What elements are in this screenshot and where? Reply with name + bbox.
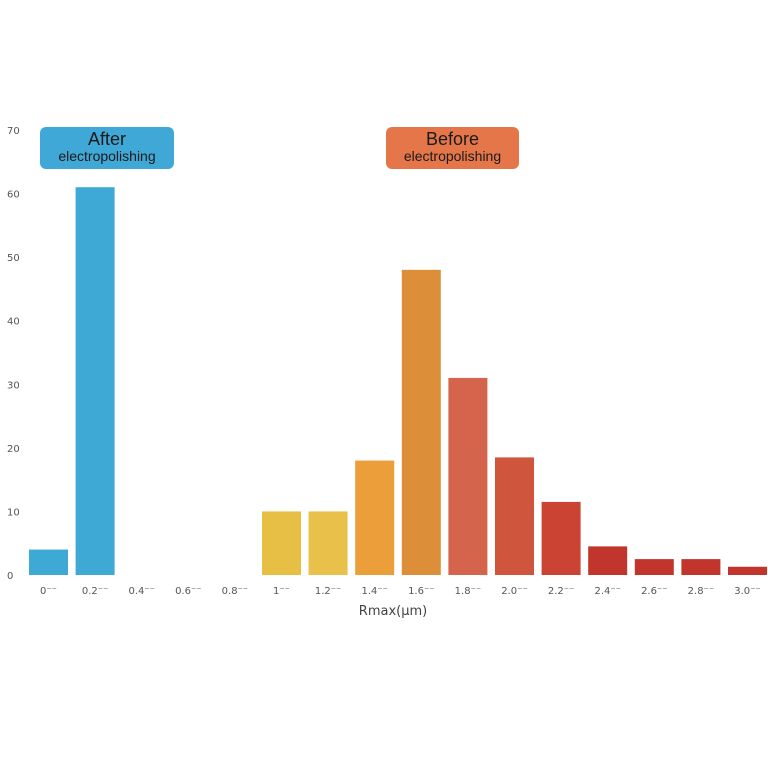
legend-before-subtitle: electropolishing: [404, 148, 501, 164]
y-axis: 0 10 20 30 40 50 60 70: [7, 126, 20, 582]
y-tick-label-30: 30: [7, 380, 20, 391]
legend-after: After electropolishing: [40, 127, 174, 169]
x-tick-label-6: 1.2⁻⁻: [315, 586, 341, 597]
bars: [29, 187, 767, 575]
x-tick-label-4: 0.8⁻⁻: [222, 586, 248, 597]
legend-after-title: After: [88, 129, 126, 149]
x-tick-label-1: 0.2⁻⁻: [82, 586, 108, 597]
x-tick-label-9: 1.8⁻⁻: [455, 586, 481, 597]
legend-before-box: [386, 127, 519, 169]
bar-before-9: [448, 377, 488, 575]
x-tick-label-8: 1.6⁻⁻: [408, 586, 434, 597]
bar-before-5: [262, 511, 301, 575]
x-tick-label-11: 2.2⁻⁻: [548, 586, 574, 597]
x-tick-label-3: 0.6⁻⁻: [175, 586, 201, 597]
bar-before-14: [681, 559, 721, 575]
bar-before-13: [634, 559, 674, 575]
bar-before-10: [495, 457, 534, 575]
legend-after-box: [40, 127, 174, 169]
x-tick-label-10: 2.0⁻⁻: [501, 586, 527, 597]
x-tick-label-5: 1⁻⁻: [273, 586, 290, 597]
x-tick-label-7: 1.4⁻⁻: [361, 586, 387, 597]
y-tick-label-70: 70: [7, 126, 20, 137]
y-tick-label-60: 60: [7, 190, 20, 201]
x-tick-label-15: 3.0⁻⁻: [734, 586, 760, 597]
bar-before-12: [588, 546, 628, 575]
x-tick-label-12: 2.4⁻⁻: [594, 586, 620, 597]
legend-before: Before electropolishing: [386, 127, 519, 169]
legend-after-subtitle: electropolishing: [58, 148, 155, 164]
bar-before-15: [728, 566, 767, 575]
x-tick-label-13: 2.6⁻⁻: [641, 586, 667, 597]
y-tick-label-50: 50: [7, 253, 20, 264]
x-tick-label-14: 2.8⁻⁻: [688, 586, 714, 597]
bar-after-0: [29, 549, 68, 575]
bar-before-8: [401, 269, 441, 575]
legend-before-title: Before: [426, 129, 479, 149]
x-axis: 0⁻⁻ 0.2⁻⁻ 0.4⁻⁻ 0.6⁻⁻ 0.8⁻⁻ 1⁻⁻ 1.2⁻⁻ 1.4⁻⁻ 1.6⁻…: [40, 586, 761, 597]
bar-before-7: [355, 460, 395, 575]
bar-after-1: [75, 187, 115, 575]
bar-before-11: [541, 501, 581, 575]
x-tick-label-0: 0⁻⁻: [40, 586, 57, 597]
bar-before-6: [308, 511, 348, 575]
x-tick-label-2: 0.4⁻⁻: [128, 586, 154, 597]
y-tick-label-40: 40: [7, 317, 20, 328]
x-axis-label: Rmax(μm): [359, 604, 427, 619]
y-tick-label-20: 20: [7, 444, 20, 455]
y-tick-label-10: 10: [7, 507, 20, 518]
y-tick-label-0: 0: [7, 571, 13, 582]
